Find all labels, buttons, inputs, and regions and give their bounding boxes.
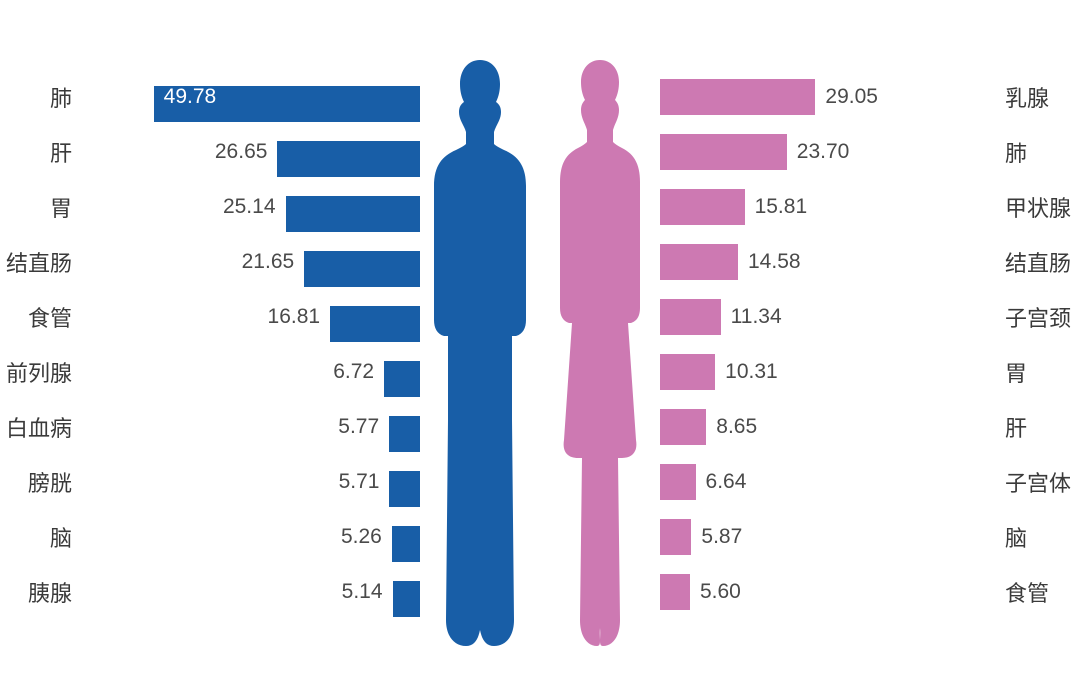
- female-value-label: 10.31: [725, 360, 778, 384]
- female-value-label: 6.64: [706, 470, 747, 494]
- male-value-label: 6.72: [333, 360, 374, 384]
- male-bar: [389, 471, 420, 507]
- chart-row: 胃 25.14 15.81 甲状腺: [0, 186, 1080, 228]
- female-value-label: 11.34: [731, 305, 782, 329]
- female-bar: [660, 574, 690, 610]
- male-category-label: 肝: [50, 136, 72, 168]
- chart-row: 白血病 5.77 8.65 肝: [0, 406, 1080, 448]
- female-value-label: 5.60: [700, 580, 741, 604]
- male-bar: [389, 416, 420, 452]
- male-value-label: 21.65: [242, 250, 295, 274]
- female-category-label: 乳腺: [1005, 81, 1049, 113]
- male-value-label: 5.71: [339, 470, 380, 494]
- chart-row: 结直肠 21.65 14.58 结直肠: [0, 241, 1080, 283]
- female-value-label: 14.58: [748, 250, 801, 274]
- male-value-label: 26.65: [215, 140, 268, 164]
- male-category-label: 膀胱: [28, 466, 72, 498]
- female-category-label: 甲状腺: [1005, 191, 1071, 223]
- male-value-label: 25.14: [223, 195, 276, 219]
- female-value-label: 15.81: [755, 195, 808, 219]
- male-value-label: 16.81: [268, 305, 321, 329]
- female-bar: [660, 464, 696, 500]
- female-category-label: 肝: [1005, 411, 1027, 443]
- male-category-label: 胰腺: [28, 576, 72, 608]
- male-value-label: 5.77: [338, 415, 379, 439]
- female-bar: [660, 244, 738, 280]
- male-category-label: 脑: [50, 521, 72, 553]
- male-category-label: 前列腺: [6, 356, 72, 388]
- female-bar: [660, 409, 706, 445]
- female-bar: [660, 354, 715, 390]
- female-bar: [660, 189, 745, 225]
- chart-row: 胰腺 5.14 5.60 食管: [0, 571, 1080, 613]
- male-value-label: 5.14: [342, 580, 383, 604]
- female-category-label: 结直肠: [1005, 246, 1071, 278]
- chart-row: 脑 5.26 5.87 脑: [0, 516, 1080, 558]
- male-value-label: 49.78: [164, 85, 217, 109]
- female-bar: [660, 134, 787, 170]
- female-category-label: 脑: [1005, 521, 1027, 553]
- male-bar: [304, 251, 420, 287]
- male-bar: [393, 581, 420, 617]
- female-bar: [660, 519, 691, 555]
- female-category-label: 肺: [1005, 136, 1027, 168]
- female-value-label: 29.05: [825, 85, 878, 109]
- female-value-label: 23.70: [797, 140, 850, 164]
- female-value-label: 5.87: [701, 525, 742, 549]
- male-bar: [330, 306, 420, 342]
- chart-row: 膀胱 5.71 6.64 子宫体: [0, 461, 1080, 503]
- female-value-label: 8.65: [716, 415, 757, 439]
- chart-row: 前列腺 6.72 10.31 胃: [0, 351, 1080, 393]
- diverging-bar-chart: 肺 49.78 29.05 乳腺肝 26.65 23.70 肺胃 25.14 15.81 甲状腺结…: [0, 0, 1080, 681]
- male-bar: [277, 141, 420, 177]
- male-bar: [384, 361, 420, 397]
- male-category-label: 胃: [50, 191, 72, 223]
- chart-row: 食管 16.81 11.34 子宫颈: [0, 296, 1080, 338]
- female-bar: [660, 299, 721, 335]
- chart-row: 肝 26.65 23.70 肺: [0, 131, 1080, 173]
- male-bar: [286, 196, 420, 232]
- female-category-label: 子宫颈: [1005, 301, 1071, 333]
- male-category-label: 白血病: [6, 411, 72, 443]
- male-bar: [392, 526, 420, 562]
- chart-row: 肺 49.78 29.05 乳腺: [0, 76, 1080, 118]
- male-category-label: 肺: [50, 81, 72, 113]
- female-category-label: 子宫体: [1005, 466, 1071, 498]
- female-bar: [660, 79, 815, 115]
- male-value-label: 5.26: [341, 525, 382, 549]
- female-category-label: 食管: [1005, 576, 1049, 608]
- female-category-label: 胃: [1005, 356, 1027, 388]
- male-category-label: 食管: [28, 301, 72, 333]
- male-category-label: 结直肠: [6, 246, 72, 278]
